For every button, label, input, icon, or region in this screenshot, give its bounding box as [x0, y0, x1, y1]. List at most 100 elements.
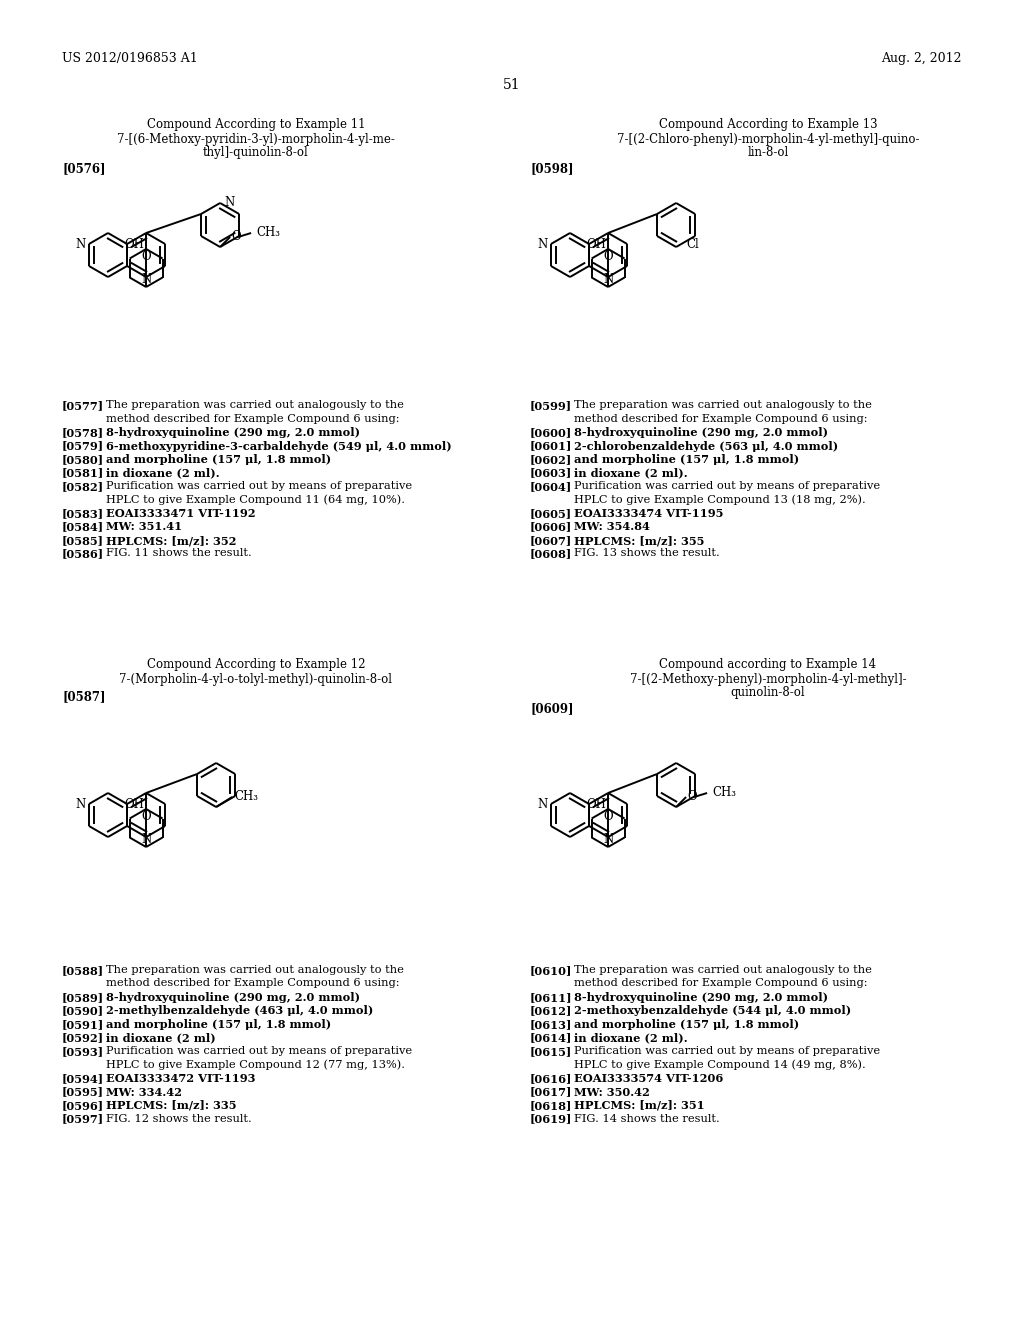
Text: lin-8-ol: lin-8-ol [748, 147, 788, 158]
Text: N: N [141, 273, 152, 286]
Text: N: N [76, 797, 86, 810]
Text: US 2012/0196853 A1: US 2012/0196853 A1 [62, 51, 198, 65]
Text: [0603]: [0603] [530, 467, 572, 479]
Text: [0595]: [0595] [62, 1086, 104, 1097]
Text: O: O [141, 810, 151, 822]
Text: [0582]: [0582] [62, 480, 104, 492]
Text: 7-[(2-Chloro-phenyl)-morpholin-4-yl-methyl]-quino-: 7-[(2-Chloro-phenyl)-morpholin-4-yl-meth… [616, 133, 920, 147]
Text: method described for Example Compound 6 using:: method described for Example Compound 6 … [574, 978, 867, 989]
Text: OH: OH [124, 238, 144, 251]
Text: 2-methoxybenzaldehyde (544 μl, 4.0 mmol): 2-methoxybenzaldehyde (544 μl, 4.0 mmol) [574, 1006, 851, 1016]
Text: HPLCMS: [m/z]: 355: HPLCMS: [m/z]: 355 [574, 535, 705, 546]
Text: Purification was carried out by means of preparative: Purification was carried out by means of… [574, 1045, 880, 1056]
Text: method described for Example Compound 6 using:: method described for Example Compound 6 … [574, 413, 867, 424]
Text: 8-hydroxyquinoline (290 mg, 2.0 mmol): 8-hydroxyquinoline (290 mg, 2.0 mmol) [106, 426, 360, 438]
Text: The preparation was carried out analogously to the: The preparation was carried out analogou… [574, 965, 871, 975]
Text: [0615]: [0615] [530, 1045, 572, 1057]
Text: [0583]: [0583] [62, 508, 104, 519]
Text: [0614]: [0614] [530, 1032, 572, 1044]
Text: 6-methoxypyridine-3-carbaldehyde (549 μl, 4.0 mmol): 6-methoxypyridine-3-carbaldehyde (549 μl… [106, 441, 452, 451]
Text: [0606]: [0606] [530, 521, 572, 532]
Text: N: N [538, 797, 548, 810]
Text: EOAI3333471 VIT-1192: EOAI3333471 VIT-1192 [106, 508, 256, 519]
Text: [0609]: [0609] [530, 702, 573, 715]
Text: 7-[(6-Methoxy-pyridin-3-yl)-morpholin-4-yl-me-: 7-[(6-Methoxy-pyridin-3-yl)-morpholin-4-… [117, 133, 395, 147]
Text: [0577]: [0577] [62, 400, 104, 411]
Text: [0593]: [0593] [62, 1045, 104, 1057]
Text: MW: 354.84: MW: 354.84 [574, 521, 650, 532]
Text: 8-hydroxyquinoline (290 mg, 2.0 mmol): 8-hydroxyquinoline (290 mg, 2.0 mmol) [574, 993, 828, 1003]
Text: [0581]: [0581] [62, 467, 104, 479]
Text: [0611]: [0611] [530, 993, 572, 1003]
Text: and morpholine (157 μl, 1.8 mmol): and morpholine (157 μl, 1.8 mmol) [574, 454, 800, 465]
Text: 2-methylbenzaldehyde (463 μl, 4.0 mmol): 2-methylbenzaldehyde (463 μl, 4.0 mmol) [106, 1006, 374, 1016]
Text: and morpholine (157 μl, 1.8 mmol): and morpholine (157 μl, 1.8 mmol) [574, 1019, 800, 1030]
Text: MW: 351.41: MW: 351.41 [106, 521, 182, 532]
Text: quinolin-8-ol: quinolin-8-ol [731, 686, 805, 700]
Text: in dioxane (2 ml).: in dioxane (2 ml). [574, 467, 688, 479]
Text: [0613]: [0613] [530, 1019, 572, 1030]
Text: Compound According to Example 13: Compound According to Example 13 [658, 117, 878, 131]
Text: 7-(Morpholin-4-yl-o-tolyl-methyl)-quinolin-8-ol: 7-(Morpholin-4-yl-o-tolyl-methyl)-quinol… [120, 673, 392, 686]
Text: [0602]: [0602] [530, 454, 572, 465]
Text: [0601]: [0601] [530, 441, 572, 451]
Text: [0591]: [0591] [62, 1019, 104, 1030]
Text: 8-hydroxyquinoline (290 mg, 2.0 mmol): 8-hydroxyquinoline (290 mg, 2.0 mmol) [106, 993, 360, 1003]
Text: [0599]: [0599] [530, 400, 572, 411]
Text: EOAI3333472 VIT-1193: EOAI3333472 VIT-1193 [106, 1073, 256, 1084]
Text: 7-[(2-Methoxy-phenyl)-morpholin-4-yl-methyl]-: 7-[(2-Methoxy-phenyl)-morpholin-4-yl-met… [630, 673, 906, 686]
Text: N: N [603, 833, 613, 846]
Text: [0604]: [0604] [530, 480, 572, 492]
Text: [0592]: [0592] [62, 1032, 104, 1044]
Text: [0607]: [0607] [530, 535, 572, 546]
Text: [0619]: [0619] [530, 1114, 572, 1125]
Text: method described for Example Compound 6 using:: method described for Example Compound 6 … [106, 978, 399, 989]
Text: OH: OH [586, 238, 606, 251]
Text: [0605]: [0605] [530, 508, 572, 519]
Text: HPLC to give Example Compound 11 (64 mg, 10%).: HPLC to give Example Compound 11 (64 mg,… [106, 495, 406, 506]
Text: [0610]: [0610] [530, 965, 572, 975]
Text: and morpholine (157 μl, 1.8 mmol): and morpholine (157 μl, 1.8 mmol) [106, 1019, 331, 1030]
Text: N: N [538, 238, 548, 251]
Text: Compound according to Example 14: Compound according to Example 14 [659, 657, 877, 671]
Text: Purification was carried out by means of preparative: Purification was carried out by means of… [574, 480, 880, 491]
Text: O: O [603, 249, 613, 263]
Text: [0594]: [0594] [62, 1073, 104, 1084]
Text: The preparation was carried out analogously to the: The preparation was carried out analogou… [106, 400, 403, 411]
Text: thyl]-quinolin-8-ol: thyl]-quinolin-8-ol [203, 147, 309, 158]
Text: HPLC to give Example Compound 13 (18 mg, 2%).: HPLC to give Example Compound 13 (18 mg,… [574, 495, 865, 506]
Text: [0608]: [0608] [530, 549, 572, 560]
Text: Purification was carried out by means of preparative: Purification was carried out by means of… [106, 480, 412, 491]
Text: MW: 350.42: MW: 350.42 [574, 1086, 650, 1097]
Text: EOAI3333574 VIT-1206: EOAI3333574 VIT-1206 [574, 1073, 723, 1084]
Text: HPLCMS: [m/z]: 352: HPLCMS: [m/z]: 352 [106, 535, 237, 546]
Text: N: N [603, 273, 613, 286]
Text: O: O [141, 249, 151, 263]
Text: [0589]: [0589] [62, 993, 104, 1003]
Text: method described for Example Compound 6 using:: method described for Example Compound 6 … [106, 413, 399, 424]
Text: FIG. 14 shows the result.: FIG. 14 shows the result. [574, 1114, 720, 1123]
Text: FIG. 13 shows the result.: FIG. 13 shows the result. [574, 549, 720, 558]
Text: [0612]: [0612] [530, 1006, 572, 1016]
Text: [0585]: [0585] [62, 535, 104, 546]
Text: Compound According to Example 11: Compound According to Example 11 [146, 117, 366, 131]
Text: CH₃: CH₃ [234, 791, 258, 804]
Text: in dioxane (2 ml).: in dioxane (2 ml). [106, 467, 219, 479]
Text: EOAI3333474 VIT-1195: EOAI3333474 VIT-1195 [574, 508, 723, 519]
Text: [0617]: [0617] [530, 1086, 572, 1097]
Text: 2-chlorobenzaldehyde (563 μl, 4.0 mmol): 2-chlorobenzaldehyde (563 μl, 4.0 mmol) [574, 441, 839, 451]
Text: Cl: Cl [686, 239, 698, 252]
Text: OH: OH [586, 799, 606, 810]
Text: Aug. 2, 2012: Aug. 2, 2012 [882, 51, 962, 65]
Text: [0616]: [0616] [530, 1073, 572, 1084]
Text: HPLCMS: [m/z]: 351: HPLCMS: [m/z]: 351 [574, 1100, 705, 1111]
Text: N: N [141, 833, 152, 846]
Text: [0598]: [0598] [530, 162, 573, 176]
Text: The preparation was carried out analogously to the: The preparation was carried out analogou… [106, 965, 403, 975]
Text: The preparation was carried out analogously to the: The preparation was carried out analogou… [574, 400, 871, 411]
Text: [0576]: [0576] [62, 162, 105, 176]
Text: MW: 334.42: MW: 334.42 [106, 1086, 182, 1097]
Text: in dioxane (2 ml): in dioxane (2 ml) [106, 1032, 216, 1044]
Text: [0586]: [0586] [62, 549, 104, 560]
Text: HPLC to give Example Compound 14 (49 mg, 8%).: HPLC to give Example Compound 14 (49 mg,… [574, 1060, 865, 1071]
